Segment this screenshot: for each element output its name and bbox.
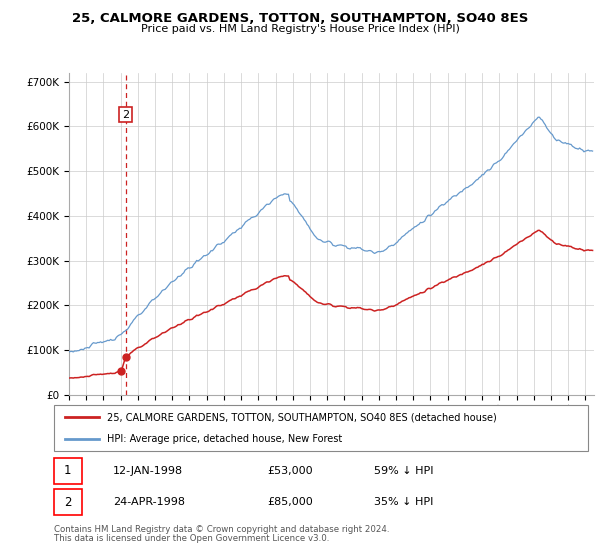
- Text: 2: 2: [64, 496, 71, 508]
- Bar: [54, 458, 82, 484]
- Text: 1: 1: [64, 464, 71, 477]
- Text: This data is licensed under the Open Government Licence v3.0.: This data is licensed under the Open Gov…: [54, 534, 329, 543]
- Text: 25, CALMORE GARDENS, TOTTON, SOUTHAMPTON, SO40 8ES: 25, CALMORE GARDENS, TOTTON, SOUTHAMPTON…: [72, 12, 528, 25]
- Text: 24-APR-1998: 24-APR-1998: [113, 497, 185, 507]
- Text: 59% ↓ HPI: 59% ↓ HPI: [374, 466, 434, 475]
- Text: £53,000: £53,000: [268, 466, 313, 475]
- Text: 2: 2: [122, 110, 129, 120]
- Text: Contains HM Land Registry data © Crown copyright and database right 2024.: Contains HM Land Registry data © Crown c…: [54, 525, 389, 534]
- Text: 25, CALMORE GARDENS, TOTTON, SOUTHAMPTON, SO40 8ES (detached house): 25, CALMORE GARDENS, TOTTON, SOUTHAMPTON…: [107, 412, 497, 422]
- Text: 12-JAN-1998: 12-JAN-1998: [113, 466, 183, 475]
- Text: Price paid vs. HM Land Registry's House Price Index (HPI): Price paid vs. HM Land Registry's House …: [140, 24, 460, 34]
- Text: £85,000: £85,000: [268, 497, 313, 507]
- Bar: [54, 489, 82, 515]
- Text: 35% ↓ HPI: 35% ↓ HPI: [374, 497, 434, 507]
- Text: HPI: Average price, detached house, New Forest: HPI: Average price, detached house, New …: [107, 435, 343, 444]
